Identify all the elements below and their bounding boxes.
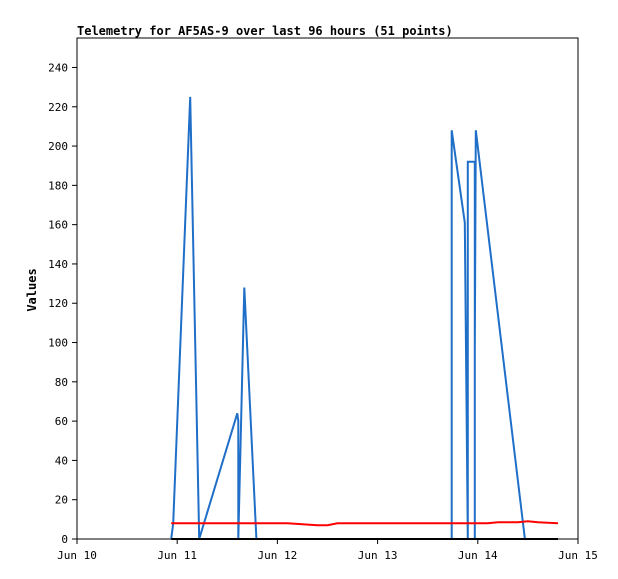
y-tick-label: 200 — [48, 140, 68, 153]
y-axis-ticks: 0 20 40 60 80 100 120 140 160 180 200 220 240 — [48, 61, 77, 546]
x-tick-label: Jun 11 — [157, 549, 197, 562]
y-tick-label: 100 — [48, 337, 68, 350]
y-tick-label: 220 — [48, 101, 68, 114]
y-tick-label: 40 — [55, 454, 68, 467]
x-axis-ticks: Jun 10 Jun 11 Jun 12 Jun 13 Jun 14 Jun 15 — [57, 539, 598, 562]
y-axis-label: Values — [25, 268, 39, 311]
y-tick-label: 240 — [48, 61, 68, 74]
y-tick-label: 160 — [48, 219, 68, 232]
x-tick-label: Jun 13 — [358, 549, 398, 562]
y-tick-label: 120 — [48, 297, 68, 310]
chart-title: Telemetry for AF5AS-9 over last 96 hours… — [77, 24, 453, 38]
y-tick-label: 140 — [48, 258, 68, 271]
y-tick-label: 80 — [55, 376, 68, 389]
y-tick-label: 180 — [48, 179, 68, 192]
x-tick-label: Jun 15 — [558, 549, 598, 562]
plot-marks — [170, 96, 559, 540]
y-tick-label: 0 — [61, 533, 68, 546]
y-tick-label: 20 — [55, 494, 68, 507]
x-tick-label: Jun 12 — [258, 549, 298, 562]
series-line-2 — [171, 520, 559, 527]
x-tick-label: Jun 10 — [57, 549, 97, 562]
y-tick-label: 60 — [55, 415, 68, 428]
plot-frame — [76, 37, 579, 540]
x-tick-label: Jun 14 — [458, 549, 498, 562]
